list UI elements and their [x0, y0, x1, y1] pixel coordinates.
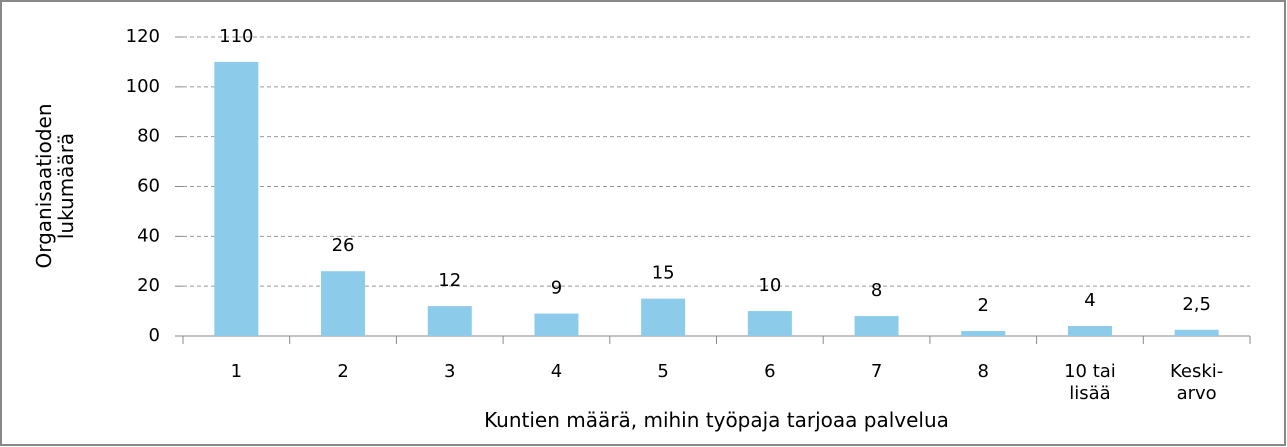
x-axis-title: Kuntien määrä, mihin työpaja tarjoaa pal…	[484, 408, 949, 432]
x-tick-label: 5	[657, 361, 668, 382]
y-tick-label: 80	[137, 126, 160, 147]
data-label: 4	[1084, 290, 1095, 311]
bar	[747, 311, 792, 336]
bar	[1067, 326, 1112, 336]
bar	[534, 313, 579, 336]
y-tick-label: 0	[149, 325, 160, 346]
bar	[961, 331, 1006, 336]
x-tick-label: 1	[231, 361, 242, 382]
x-tick-label: 4	[551, 361, 562, 382]
x-tick-label: 8	[978, 361, 989, 382]
y-tick-label: 100	[126, 76, 160, 97]
data-label: 10	[758, 275, 781, 296]
x-tick-label: 7	[871, 361, 882, 382]
x-tick-label: 3	[444, 361, 455, 382]
y-axis-title: Organisaatiodenlukumäärä	[32, 103, 78, 268]
bar	[214, 61, 259, 337]
y-tick-label: 120	[126, 26, 160, 47]
data-label: 12	[438, 270, 461, 291]
data-label: 2	[978, 295, 989, 316]
y-tick-label: 20	[137, 275, 160, 296]
bar	[427, 306, 472, 336]
x-tick-label: 2	[337, 361, 348, 382]
x-tick-label: Keski-arvo	[1170, 361, 1223, 404]
bar	[321, 271, 366, 336]
data-label: 9	[551, 278, 562, 299]
x-tick-label: 6	[764, 361, 775, 382]
data-label: 15	[652, 263, 675, 284]
data-label: 8	[871, 280, 882, 301]
data-label: 110	[219, 26, 253, 47]
y-tick-label: 60	[137, 176, 160, 197]
x-tick-label: 10 tai lisää	[1064, 361, 1116, 404]
data-label: 26	[332, 235, 355, 256]
bar	[1174, 329, 1219, 336]
y-tick-label: 40	[137, 225, 160, 246]
bar	[854, 316, 899, 336]
data-label: 2,5	[1182, 294, 1211, 315]
bar	[641, 298, 686, 336]
